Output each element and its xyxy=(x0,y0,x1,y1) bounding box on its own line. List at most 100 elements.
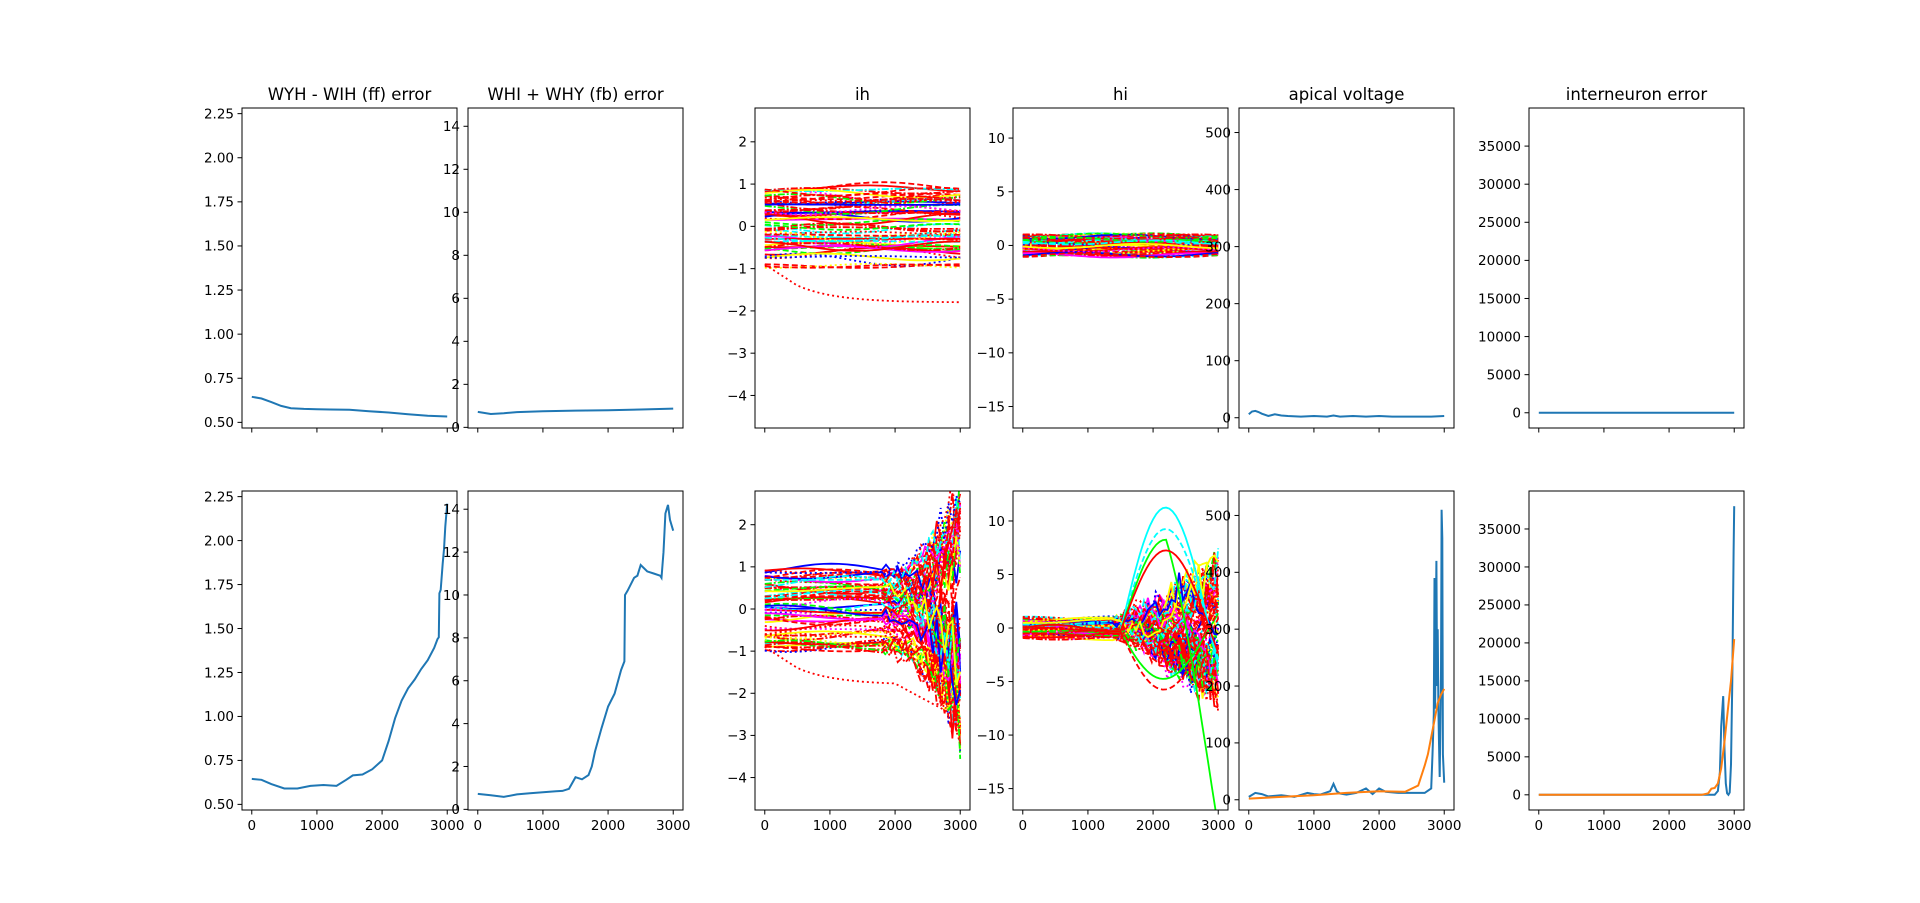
y-tick-label: 0 xyxy=(1222,411,1231,427)
y-tick-label: 25000 xyxy=(1478,215,1521,231)
neuron-trace-56 xyxy=(764,245,961,253)
y-tick-label: 1.25 xyxy=(204,665,234,681)
x-tick-label: 0 xyxy=(1244,818,1253,834)
x-tick-label: 0 xyxy=(247,818,256,834)
neuron-trace-58 xyxy=(764,636,962,730)
y-tick-label: −5 xyxy=(985,674,1005,690)
neuron-trace-39 xyxy=(764,194,961,207)
neuron-trace-67 xyxy=(1022,239,1219,246)
y-tick-label: 2 xyxy=(451,377,460,393)
neuron-trace-41 xyxy=(764,263,961,269)
series-line-0 xyxy=(1248,409,1445,418)
neuron-trace-9 xyxy=(764,193,961,201)
panel-title: ih xyxy=(855,85,870,104)
neuron-trace-64 xyxy=(1022,251,1219,258)
y-tick-label: 10000 xyxy=(1478,712,1521,728)
neuron-trace-69 xyxy=(764,186,961,197)
plot-area xyxy=(477,504,675,798)
y-tick-label: 35000 xyxy=(1478,522,1521,538)
y-tick-label: 1 xyxy=(738,177,747,193)
neuron-trace-75 xyxy=(1022,609,1220,691)
series-line-0 xyxy=(251,395,448,418)
x-tick-label: 3000 xyxy=(1201,818,1235,834)
neuron-trace-33 xyxy=(764,192,961,202)
y-tick-label: 8 xyxy=(451,631,460,647)
y-tick-label: 10 xyxy=(988,131,1005,147)
plot-area xyxy=(477,407,674,416)
axes-frame xyxy=(754,490,971,811)
y-tick-label: 2.00 xyxy=(204,533,234,549)
y-tick-label: 500 xyxy=(1205,125,1231,141)
y-tick-label: 15000 xyxy=(1478,674,1521,690)
axes-frame xyxy=(241,490,458,811)
plot-area xyxy=(251,503,449,790)
y-tick-label: 30000 xyxy=(1478,560,1521,576)
plot-area xyxy=(1248,409,1445,418)
neuron-trace-39 xyxy=(764,512,962,601)
y-tick-label: −5 xyxy=(985,292,1005,308)
neuron-trace-69 xyxy=(1022,252,1219,258)
y-tick-label: 2 xyxy=(738,135,747,151)
y-tick-label: 4 xyxy=(451,334,460,350)
x-tick-label: 2000 xyxy=(878,818,912,834)
x-tick-label: 1000 xyxy=(300,818,334,834)
y-tick-label: 6 xyxy=(451,674,460,690)
y-tick-label: 0.50 xyxy=(204,797,234,813)
y-tick-label: 200 xyxy=(1205,679,1231,695)
neuron-trace-15 xyxy=(764,193,961,204)
y-tick-label: 1.25 xyxy=(204,283,234,299)
axes-frame xyxy=(1012,107,1229,429)
y-tick-label: 10000 xyxy=(1478,329,1521,345)
y-tick-label: 10 xyxy=(443,205,460,221)
y-tick-label: 6 xyxy=(451,291,460,307)
y-tick-label: −4 xyxy=(727,770,747,786)
y-tick-label: −1 xyxy=(727,644,747,660)
y-tick-label: 14 xyxy=(443,502,460,518)
axes-frame xyxy=(1528,107,1745,429)
panel-ff-error-bottom: 0.50 0.75 1.00 1.25 1.50 1.75 2.00 2.25 0 1000 200… xyxy=(204,489,464,834)
y-tick-label: 15000 xyxy=(1478,291,1521,307)
panel-title: WHI + WHY (fb) error xyxy=(487,85,664,104)
y-tick-label: 0.50 xyxy=(204,415,234,431)
y-tick-label: 1 xyxy=(738,560,747,576)
panel-interneuron-error-bottom: 0 5000 10000 15000 20000 25000 30000 35000 0 1000… xyxy=(1478,490,1751,834)
y-tick-label: 400 xyxy=(1205,182,1231,198)
neuron-trace-68 xyxy=(764,582,962,686)
neuron-trace-57 xyxy=(764,506,962,586)
x-tick-label: 3000 xyxy=(1427,818,1461,834)
y-tick-label: 0 xyxy=(738,602,747,618)
y-tick-label: 25000 xyxy=(1478,598,1521,614)
neuron-trace-61 xyxy=(764,198,961,204)
neuron-trace-56 xyxy=(764,611,962,685)
y-tick-label: 5000 xyxy=(1487,750,1521,766)
y-tick-label: 300 xyxy=(1205,239,1231,255)
axes-frame xyxy=(241,107,458,429)
neuron-trace-63 xyxy=(1022,565,1220,672)
y-tick-label: −15 xyxy=(977,399,1006,415)
neuron-trace-63 xyxy=(1022,233,1219,240)
axes-frame xyxy=(467,107,684,429)
neuron-trace-59 xyxy=(764,642,961,707)
y-tick-label: 20000 xyxy=(1478,636,1521,652)
neuron-trace-68 xyxy=(764,216,961,222)
x-tick-label: 1000 xyxy=(1071,818,1105,834)
y-tick-label: 0 xyxy=(1512,788,1521,804)
y-tick-label: 5000 xyxy=(1487,367,1521,383)
y-tick-label: 1.75 xyxy=(204,577,234,593)
y-tick-label: −10 xyxy=(977,346,1006,362)
x-tick-label: 2000 xyxy=(1362,818,1396,834)
neuron-trace-23 xyxy=(764,623,962,733)
series-line-0 xyxy=(477,407,674,416)
plot-area xyxy=(1248,509,1446,800)
y-tick-label: 1.75 xyxy=(204,195,234,211)
neuron-trace-28 xyxy=(764,630,962,736)
neuron-trace-51 xyxy=(764,512,962,623)
y-tick-label: 300 xyxy=(1205,622,1231,638)
y-tick-label: 12 xyxy=(443,162,460,178)
y-tick-label: 20000 xyxy=(1478,253,1521,269)
neuron-trace-60 xyxy=(1022,246,1219,253)
neuron-trace-60 xyxy=(764,507,962,618)
neuron-trace-29 xyxy=(764,643,962,736)
y-tick-label: 5 xyxy=(996,185,1005,201)
y-tick-label: 1.00 xyxy=(204,327,234,343)
